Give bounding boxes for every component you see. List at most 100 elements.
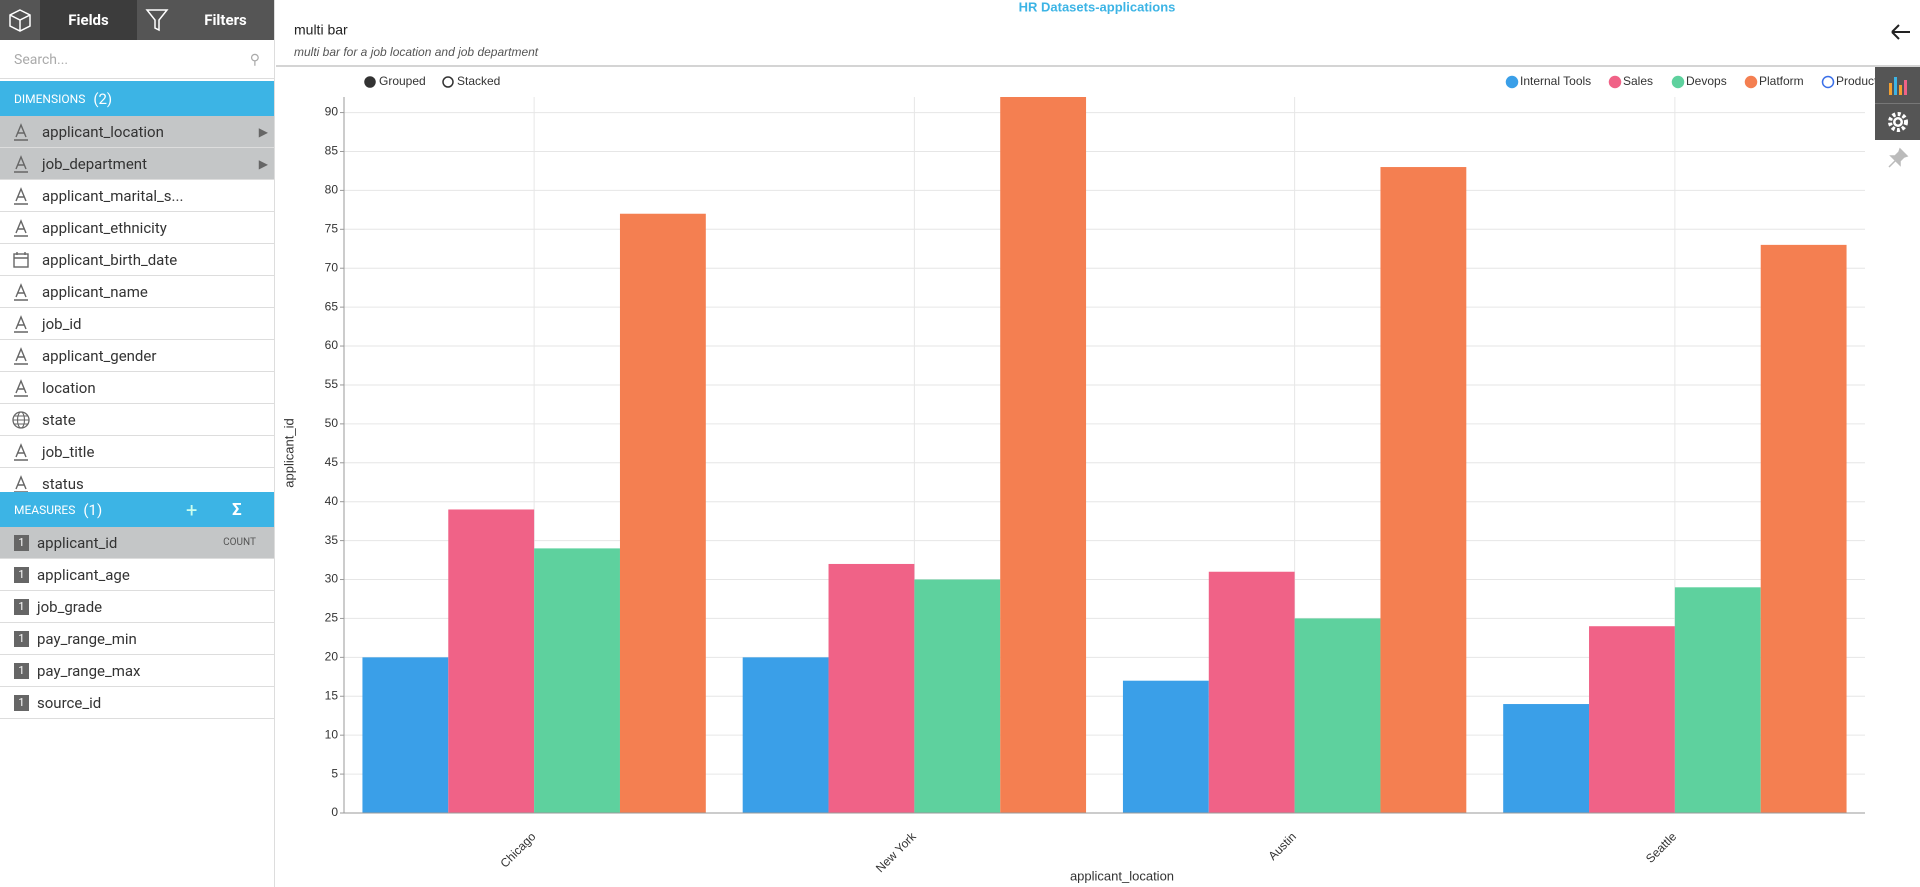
search-icon: ⚲ (249, 52, 260, 68)
right-toolbar (1875, 67, 1920, 176)
y-tick-label: 70 (325, 260, 339, 274)
field-icon (0, 251, 42, 269)
bar (534, 548, 620, 813)
y-tick-label: 45 (325, 455, 339, 469)
measure-row[interactable]: 1 pay_range_min (0, 623, 274, 655)
measures-label: MEASURES (14, 502, 76, 517)
measure-icon: 1 (14, 662, 29, 679)
field-name: applicant_ethnicity (42, 218, 167, 237)
dimension-row[interactable]: applicant_gender (0, 340, 274, 372)
dimension-row[interactable]: job_title (0, 436, 274, 468)
dimension-row[interactable]: applicant_ethnicity (0, 212, 274, 244)
tab-fields[interactable]: Fields (40, 0, 137, 40)
field-name: applicant_name (42, 282, 148, 301)
measure-row[interactable]: 1 pay_range_max (0, 655, 274, 687)
dimension-row[interactable]: state (0, 404, 274, 436)
field-name: applicant_id (37, 533, 118, 552)
y-tick-label: 75 (325, 221, 339, 235)
field-icon (0, 442, 42, 461)
field-icon (0, 314, 42, 333)
back-arrow[interactable] (1891, 24, 1910, 40)
field-name: applicant_birth_date (42, 250, 178, 269)
y-tick-label: 80 (325, 183, 339, 197)
bar (742, 657, 829, 813)
measure-icon: 1 (14, 534, 29, 551)
logo (0, 0, 40, 40)
tabs: Fields Filters (0, 0, 274, 40)
measure-icon: 1 (14, 694, 29, 711)
legend-label[interactable]: Internal Tools (1520, 74, 1591, 88)
field-name: applicant_marital_s... (42, 186, 184, 205)
bar (448, 509, 535, 813)
settings-button[interactable] (1875, 103, 1920, 140)
expand-arrow: ▶ (258, 156, 268, 171)
mode-radio[interactable] (364, 76, 376, 88)
chart-title: multi bar (294, 22, 348, 38)
dimension-row[interactable]: location (0, 372, 274, 404)
bar (1122, 680, 1209, 813)
measure-row[interactable]: 1 job_grade (0, 591, 274, 623)
legend-label[interactable]: Devops (1686, 74, 1727, 88)
field-icon (0, 474, 42, 492)
measure-row[interactable]: 1 source_id (0, 687, 274, 719)
measures-header: MEASURES (1) + Σ (0, 492, 274, 527)
mode-radio[interactable] (442, 76, 454, 88)
bar (1674, 587, 1761, 813)
legend-marker[interactable] (1744, 75, 1758, 89)
mode-label[interactable]: Grouped (379, 74, 426, 88)
x-tick-label: Austin (1266, 829, 1299, 862)
legend-label[interactable]: Product (1836, 74, 1878, 88)
field-name: job_grade (37, 597, 103, 616)
add-measure[interactable]: + (186, 497, 198, 522)
y-tick-label: 25 (325, 611, 339, 625)
x-axis-title: applicant_location (1070, 868, 1174, 883)
pin-button[interactable] (1875, 140, 1920, 176)
field-icon (0, 378, 42, 397)
expand-arrow: ▶ (258, 124, 268, 139)
tab-filters[interactable]: Filters (204, 11, 247, 29)
field-icon (0, 282, 42, 301)
sum-measure[interactable]: Σ (232, 499, 242, 520)
dimension-row[interactable]: job_department ▶ (0, 148, 274, 180)
legend-marker[interactable] (1608, 75, 1622, 89)
search-box[interactable]: Search... ⚲ (0, 42, 274, 79)
legend-marker[interactable] (1671, 75, 1685, 89)
bar (362, 657, 449, 813)
y-tick-label: 90 (325, 105, 339, 119)
legend-marker[interactable] (1821, 75, 1835, 89)
y-axis-title: applicant_id (281, 418, 296, 487)
chart-subtitle: multi bar for a job location and job dep… (294, 45, 539, 59)
y-tick-label: 0 (331, 805, 338, 819)
legend-label[interactable]: Sales (1623, 74, 1653, 88)
dimension-row[interactable]: applicant_birth_date (0, 244, 274, 276)
y-tick-label: 85 (325, 144, 339, 158)
measure-icon: 1 (14, 598, 29, 615)
legend-label[interactable]: Platform (1759, 74, 1804, 88)
field-icon (0, 410, 42, 430)
chart-type-button[interactable] (1875, 67, 1920, 103)
field-name: status (42, 474, 84, 493)
measure-icon: 1 (14, 630, 29, 647)
field-icon (0, 186, 42, 205)
dimension-row[interactable]: job_id (0, 308, 274, 340)
y-tick-label: 65 (325, 299, 339, 313)
dimension-row[interactable]: applicant_location ▶ (0, 116, 274, 148)
dimension-list: applicant_location ▶ job_department ▶applic… (0, 116, 274, 492)
dimension-row[interactable]: applicant_name (0, 276, 274, 308)
y-tick-label: 30 (325, 572, 339, 586)
legend-marker[interactable] (1505, 75, 1519, 89)
filter-icon (137, 0, 177, 40)
measure-row[interactable]: 1 applicant_age (0, 559, 274, 591)
field-icon (0, 154, 42, 173)
field-name: job_title (42, 442, 95, 461)
mode-label[interactable]: Stacked (457, 74, 500, 88)
measure-row[interactable]: 1 applicant_id COUNT (0, 527, 274, 559)
measure-icon: 1 (14, 566, 29, 583)
y-tick-label: 50 (325, 416, 339, 430)
dimension-row[interactable]: status (0, 468, 274, 492)
dimension-row[interactable]: applicant_marital_s... (0, 180, 274, 212)
y-tick-label: 55 (325, 377, 339, 391)
y-tick-label: 40 (325, 494, 339, 508)
field-name: job_id (42, 314, 82, 333)
